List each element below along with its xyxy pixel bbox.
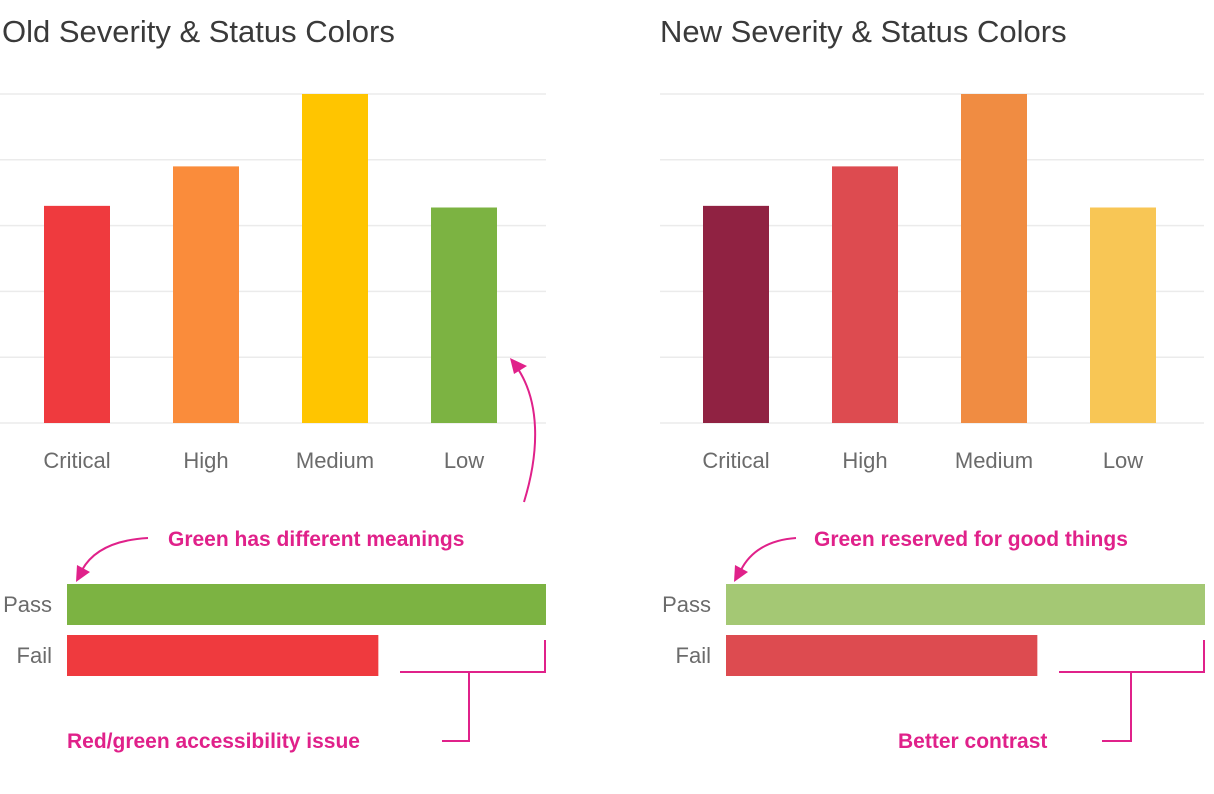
old-annotation-green-meanings: Green has different meanings (168, 528, 464, 551)
old-bracket (400, 640, 546, 742)
old-severity-bars (44, 94, 497, 423)
old-status-bar-pass (67, 584, 546, 625)
new-status-label-pass: Pass (662, 592, 711, 617)
new-status-bars: Pass Fail (662, 584, 1205, 676)
new-bar-high (832, 166, 898, 423)
old-tick-label-medium: Medium (296, 448, 374, 473)
new-status-label-fail: Fail (676, 643, 711, 668)
new-bar-medium (961, 94, 1027, 423)
old-arrow-to-pass-bar (81, 537, 149, 571)
new-arrow-to-pass-bar (740, 537, 797, 571)
new-annotation-better-contrast: Better contrast (898, 730, 1047, 753)
new-bar-critical (703, 205, 769, 423)
new-category-labels: Critical High Medium Low (702, 448, 1143, 473)
new-status-bar-pass (726, 584, 1205, 625)
new-arrow-to-pass-arrowhead (734, 565, 748, 582)
new-status-bar-fail (726, 635, 1038, 676)
old-status-bar-fail (67, 635, 379, 676)
old-status-label-pass: Pass (3, 592, 52, 617)
old-category-labels: Critical High Medium Low (43, 448, 484, 473)
old-bar-critical (44, 205, 110, 423)
old-arrow-to-pass-arrowhead (76, 565, 90, 582)
old-tick-label-critical: Critical (43, 448, 110, 473)
old-arrow-to-low-bar (515, 365, 537, 503)
old-tick-label-low: Low (444, 448, 484, 473)
old-tick-label-high: High (183, 448, 228, 473)
new-severity-bars (703, 94, 1156, 423)
new-bar-low (1090, 207, 1156, 423)
new-bracket (1059, 640, 1205, 742)
new-annotation-green-reserved: Green reserved for good things (814, 528, 1128, 551)
old-status-bars: Pass Fail (3, 584, 546, 676)
old-bar-low (431, 207, 497, 423)
new-chart-title: New Severity & Status Colors (660, 14, 1067, 49)
old-bar-medium (302, 94, 368, 423)
old-annotation-accessibility: Red/green accessibility issue (67, 730, 360, 753)
old-bar-high (173, 166, 239, 423)
new-tick-label-critical: Critical (702, 448, 769, 473)
new-tick-label-high: High (842, 448, 887, 473)
new-tick-label-medium: Medium (955, 448, 1033, 473)
old-arrow-to-low-arrowhead (510, 358, 527, 374)
new-tick-label-low: Low (1103, 448, 1143, 473)
new-panel: New Severity & Status Colors Critical Hig… (660, 14, 1205, 753)
old-status-label-fail: Fail (17, 643, 52, 668)
old-chart-title: Old Severity & Status Colors (2, 14, 395, 49)
old-panel: Old Severity & Status Colors Critical Hig… (0, 14, 546, 753)
